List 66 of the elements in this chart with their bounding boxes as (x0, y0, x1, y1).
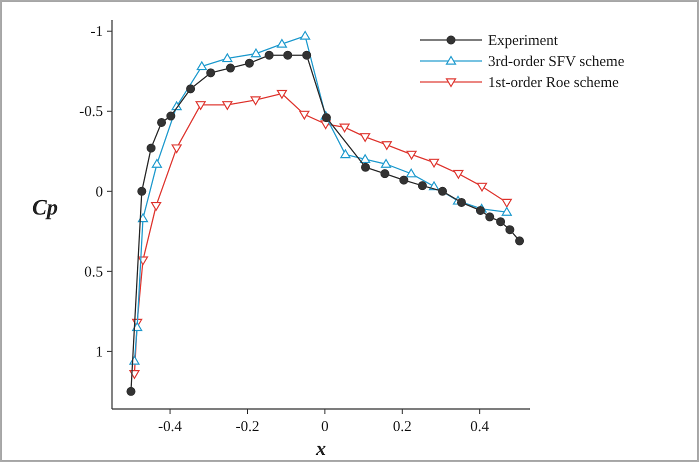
point (222, 53, 232, 62)
point (299, 110, 310, 120)
point (360, 133, 370, 142)
x-tick-label: 0.4 (470, 419, 490, 435)
point (476, 206, 485, 215)
y-tick-label: 1 (96, 344, 103, 360)
y-tick-label: 0 (96, 184, 103, 200)
point (186, 84, 196, 94)
point (302, 50, 312, 60)
point (361, 162, 370, 172)
legend-label: 3rd-order SFV scheme (488, 54, 625, 70)
point (406, 168, 416, 178)
point (485, 212, 494, 222)
point (151, 202, 162, 211)
point (196, 101, 206, 110)
point (146, 144, 156, 153)
point (418, 181, 427, 190)
legend-label: Experiment (488, 33, 559, 49)
point (126, 386, 136, 396)
point (360, 154, 370, 164)
point (380, 169, 390, 178)
x-tick-label: 0 (321, 419, 329, 435)
y-axis-title: Cp (32, 194, 58, 220)
x-tick-label: -0.2 (236, 419, 260, 435)
x-tick-label: 0.2 (392, 419, 412, 435)
point (322, 113, 331, 122)
point (438, 186, 448, 196)
y-tick-label: -1 (90, 24, 103, 40)
point (172, 144, 182, 154)
point (264, 50, 274, 60)
point (496, 217, 506, 226)
point (505, 225, 514, 234)
point (276, 90, 288, 99)
point (476, 182, 488, 192)
point (380, 158, 392, 168)
point (276, 38, 288, 48)
x-axis-title: x (315, 438, 326, 460)
point (502, 207, 512, 216)
point (428, 158, 440, 168)
point (340, 124, 350, 132)
point (152, 158, 162, 168)
point (406, 150, 417, 160)
point (340, 149, 350, 158)
point (382, 141, 392, 150)
point (157, 118, 166, 127)
point (244, 58, 254, 68)
point (250, 48, 262, 58)
y-tick-label: -0.5 (79, 104, 103, 120)
point (250, 96, 261, 106)
point (222, 101, 232, 110)
point (283, 50, 292, 60)
point (166, 112, 176, 121)
point (456, 198, 466, 207)
y-tick-label: 0.5 (84, 264, 103, 280)
point (226, 64, 235, 73)
point (300, 30, 310, 40)
point (399, 176, 408, 185)
point (129, 370, 140, 379)
point (196, 61, 207, 70)
point (137, 186, 146, 196)
point (515, 236, 524, 246)
x-tick-label: -0.4 (158, 419, 182, 435)
point (453, 170, 464, 179)
point (502, 198, 512, 208)
legend-label: 1st-order Roe scheme (488, 75, 620, 91)
point (206, 68, 216, 78)
